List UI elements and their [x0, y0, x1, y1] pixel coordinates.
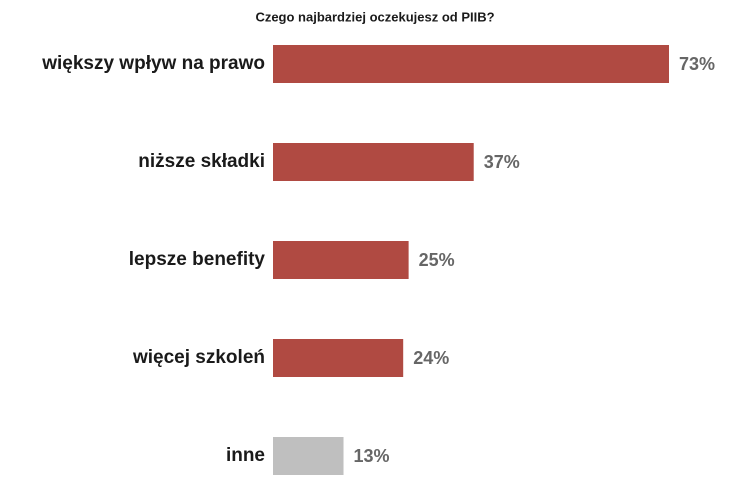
- bar: [273, 339, 404, 377]
- bar: [273, 241, 409, 279]
- category-label: niższe składki: [138, 151, 265, 172]
- value-label: 25%: [419, 250, 455, 270]
- bar: [273, 437, 344, 475]
- category-label: lepsze benefity: [129, 249, 266, 270]
- chart-title: Czego najbardziej oczekujesz od PIIB?: [255, 9, 494, 24]
- category-label: inne: [226, 445, 265, 466]
- value-label: 37%: [484, 152, 520, 172]
- bar: [273, 143, 474, 181]
- value-label: 73%: [679, 54, 715, 74]
- category-label: więcej szkoleń: [132, 347, 265, 368]
- value-label: 24%: [413, 348, 449, 368]
- value-label: 13%: [354, 446, 390, 466]
- bar: [273, 45, 669, 83]
- category-label: większy wpływ na prawo: [41, 53, 265, 74]
